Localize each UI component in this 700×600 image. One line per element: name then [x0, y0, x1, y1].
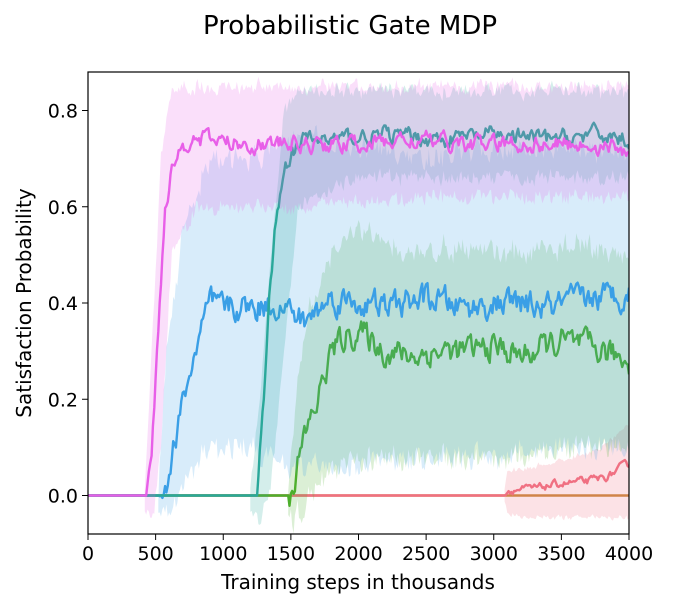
y-tick-label: 0.0 [48, 486, 78, 508]
chart-title: Probabilistic Gate MDP [203, 11, 497, 41]
x-tick-label: 2500 [402, 543, 450, 565]
band-magenta [144, 76, 629, 518]
series-magenta [88, 76, 629, 518]
line-teal [88, 121, 629, 497]
x-axis: 0 500 1000 1500 2000 2500 3000 3500 4000 [82, 534, 653, 565]
x-tick-label: 1500 [267, 543, 315, 565]
y-tick-label: 0.8 [48, 101, 78, 123]
y-tick-label: 0.4 [48, 293, 78, 315]
y-axis-label: Satisfaction Probability [12, 188, 36, 418]
y-axis: 0.0 0.2 0.4 0.6 0.8 [48, 101, 88, 508]
x-tick-label: 3000 [470, 543, 518, 565]
x-axis-label: Training steps in thousands [220, 570, 495, 594]
x-tick-label: 1000 [199, 543, 247, 565]
series-teal [88, 80, 629, 525]
x-tick-label: 3500 [537, 543, 585, 565]
plot-area [88, 76, 629, 534]
line-blue [88, 281, 629, 500]
x-tick-label: 4000 [605, 543, 653, 565]
y-tick-label: 0.2 [48, 389, 78, 411]
x-tick-label: 0 [82, 543, 94, 565]
x-tick-label: 500 [137, 543, 173, 565]
x-tick-label: 2000 [334, 543, 382, 565]
y-tick-label: 0.6 [48, 197, 78, 219]
line-magenta [88, 126, 629, 497]
band-pink [504, 424, 629, 521]
